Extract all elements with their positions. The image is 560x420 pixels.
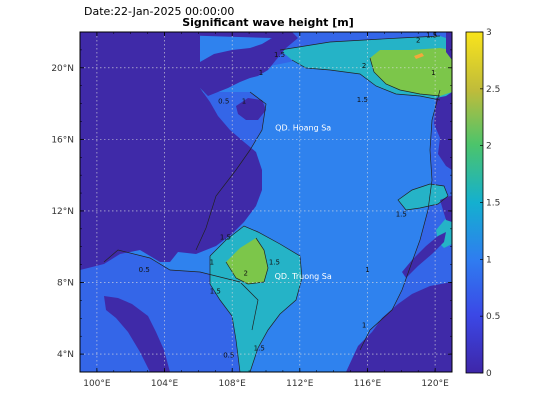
contour-1-5-north-east <box>291 59 441 101</box>
contour-label: 1 <box>431 69 435 77</box>
wave-region-east <box>398 184 448 210</box>
colorbar-tick-label: 1 <box>486 255 492 265</box>
contour-label: 1.5 <box>357 96 368 104</box>
contour-label: 1 <box>259 69 263 77</box>
lon-tick-label: 112°E <box>286 379 314 389</box>
contour-label: 1.5 <box>426 31 437 39</box>
wave-region-peak-north <box>370 48 452 96</box>
lon-tick-labels: 100°E 104°E 108°E 112°E 116°E 120°E <box>83 379 449 389</box>
contour-label: 1.5 <box>254 345 265 353</box>
lat-tick-label: 4°N <box>57 350 74 360</box>
contour-lines <box>103 35 449 372</box>
lat-tick-labels: 4°N 8°N 12°N 16°N 20°N <box>51 64 74 360</box>
land-borneo <box>346 282 452 372</box>
contour-label: 0.5 <box>223 352 234 360</box>
colorbar-tick-label: 3 <box>486 28 492 38</box>
contour-2-south <box>225 237 269 285</box>
map-title: Significant wave height [m] <box>182 16 354 29</box>
land-mindoro <box>440 196 452 222</box>
place-label: QD. Truong Sa <box>275 272 332 281</box>
contour-label: 1.5 <box>396 210 407 218</box>
contour-label: 2 <box>416 37 420 45</box>
contour-label: 1.5 <box>220 234 231 242</box>
colorbar-tick-label: 0 <box>486 369 492 379</box>
wave-region-max <box>414 53 424 59</box>
colorbar-ticks: 0 0.5 1 1.5 2 2.5 3 <box>480 28 500 379</box>
contour-label: 1 <box>365 266 369 274</box>
contour-1-5-south-west <box>209 256 241 372</box>
frame-ticks <box>79 31 453 373</box>
grid-lines <box>80 32 452 372</box>
contour-label: 2 <box>362 62 366 70</box>
contour-label: 1 <box>210 259 214 267</box>
lat-tick-label: 12°N <box>51 207 74 217</box>
contour-label: 1 <box>362 321 366 329</box>
land-malay-peninsula <box>104 296 170 372</box>
colorbar-tick-label: 0.5 <box>486 312 500 322</box>
colorbar-tick-label: 2.5 <box>486 85 500 95</box>
contour-labels: 1.5 2 1.5 2 1.5 1 1 0.5 1 1.5 1.5 2 1.5 1 0.5 1.5 1 1 0.5 1… <box>139 31 438 360</box>
contour-1-gulf <box>195 91 267 251</box>
contour-1-west <box>103 249 259 331</box>
colorbar-tick-label: 1.5 <box>486 199 500 209</box>
land-luzon <box>434 92 452 170</box>
land-indochina <box>80 32 262 270</box>
contour-label: 0.5 <box>139 266 150 274</box>
contour-1-east <box>359 89 441 351</box>
contour-label: 1.5 <box>210 287 221 295</box>
lat-tick-label: 16°N <box>51 135 74 145</box>
lon-tick-label: 120°E <box>421 379 449 389</box>
contour-label: 1.5 <box>274 51 285 59</box>
lon-tick-label: 108°E <box>218 379 246 389</box>
date-label: Date:22-Jan-2025 00:00:00 <box>84 5 234 18</box>
land-china <box>80 32 298 96</box>
place-label: QD. Hoang Sa <box>275 123 331 132</box>
contour-2-north <box>369 57 441 97</box>
lat-tick-label: 8°N <box>57 279 74 289</box>
place-labels: QD. Hoang Sa QD. Truong Sa <box>275 123 332 281</box>
land-taiwan <box>446 32 452 60</box>
land-hainan <box>236 98 266 120</box>
lon-tick-label: 100°E <box>83 379 111 389</box>
lon-tick-label: 116°E <box>354 379 382 389</box>
contour-1-5-south <box>209 225 303 372</box>
contour-label: 1 <box>242 98 246 106</box>
contour-1-5-north <box>279 35 441 51</box>
colorbar: 0 0.5 1 1.5 2 2.5 3 <box>465 28 500 379</box>
contour-label: 2 <box>243 269 247 277</box>
land-palawan <box>402 232 446 278</box>
wave-region-peak-south <box>226 238 268 284</box>
colorbar-tick-label: 2 <box>486 142 492 152</box>
map-area: 1.5 2 1.5 2 1.5 1 1 0.5 1 1.5 1.5 2 1.5 1 0.5 1.5 1 1 0.5 1… <box>80 31 452 372</box>
contour-1-5-east-patch <box>397 183 449 211</box>
lat-tick-label: 20°N <box>51 64 74 74</box>
lon-tick-label: 104°E <box>151 379 179 389</box>
contour-label: 0.5 <box>218 98 229 106</box>
contour-label: 1.5 <box>269 259 280 267</box>
